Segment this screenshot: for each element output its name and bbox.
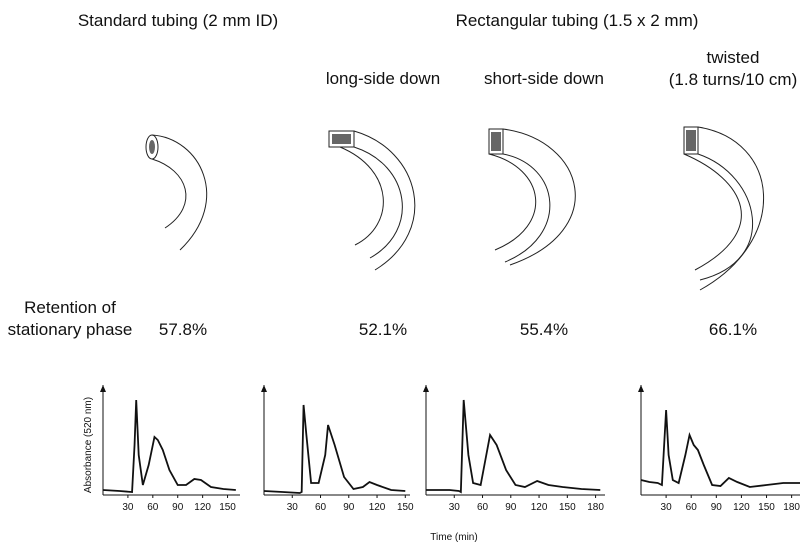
- variant-label: long-side down: [326, 69, 440, 88]
- x-tick-label: 120: [194, 502, 211, 513]
- x-tick-label: 120: [733, 502, 750, 513]
- x-tick-label: 150: [219, 502, 236, 513]
- header: Rectangular tubing (1.5 x 2 mm): [456, 11, 699, 30]
- axis-arrow: [638, 385, 644, 392]
- chromatogram-line: [640, 409, 800, 488]
- x-tick-label: 120: [531, 502, 548, 513]
- x-tick-label: 30: [661, 502, 673, 513]
- y-axis-label: Absorbance (520 nm): [83, 397, 94, 493]
- x-tick-label: 60: [686, 502, 698, 513]
- retention-value: 52.1%: [359, 320, 407, 339]
- tubing-long-side: [328, 130, 416, 271]
- retention-value: 57.8%: [159, 320, 207, 339]
- header: Standard tubing (2 mm ID): [78, 11, 278, 30]
- tubing-short-side: [488, 128, 576, 266]
- x-tick-label: 150: [397, 502, 414, 513]
- x-tick-label: 60: [315, 502, 327, 513]
- variant-label: twisted: [707, 48, 760, 67]
- x-tick-label: 30: [287, 502, 299, 513]
- axis-arrow: [100, 385, 106, 392]
- variant-label: short-side down: [484, 69, 604, 88]
- chromatogram-line: [102, 399, 236, 493]
- x-tick-label: 60: [147, 502, 159, 513]
- x-tick-label: 60: [477, 502, 489, 513]
- x-tick-label: 180: [587, 502, 604, 513]
- x-tick-label: 90: [711, 502, 723, 513]
- retention-label: stationary phase: [8, 320, 133, 339]
- retention-value: 55.4%: [520, 320, 568, 339]
- x-tick-label: 90: [172, 502, 184, 513]
- x-tick-label: 150: [559, 502, 576, 513]
- chromatograms: 30 60 90 120 150 Absorbance (520 nm) 30 60 90 120…: [83, 385, 800, 513]
- axis-arrow: [261, 385, 267, 392]
- retention-value: 66.1%: [709, 320, 757, 339]
- x-tick-label: 120: [369, 502, 386, 513]
- x-tick-label: 180: [783, 502, 800, 513]
- tubing-twisted: [683, 126, 765, 291]
- retention-label: Retention of: [24, 298, 116, 317]
- x-tick-label: 150: [758, 502, 775, 513]
- variant-label: (1.8 turns/10 cm): [669, 70, 798, 89]
- x-tick-label: 90: [343, 502, 355, 513]
- chromatogram-line: [426, 399, 601, 494]
- x-tick-label: 30: [449, 502, 461, 513]
- axis-arrow: [423, 385, 429, 392]
- x-axis-label: Time (min): [430, 532, 477, 543]
- tubing-standard: [145, 134, 208, 251]
- x-tick-label: 90: [505, 502, 517, 513]
- chromatogram-line: [263, 404, 406, 494]
- x-tick-label: 30: [122, 502, 134, 513]
